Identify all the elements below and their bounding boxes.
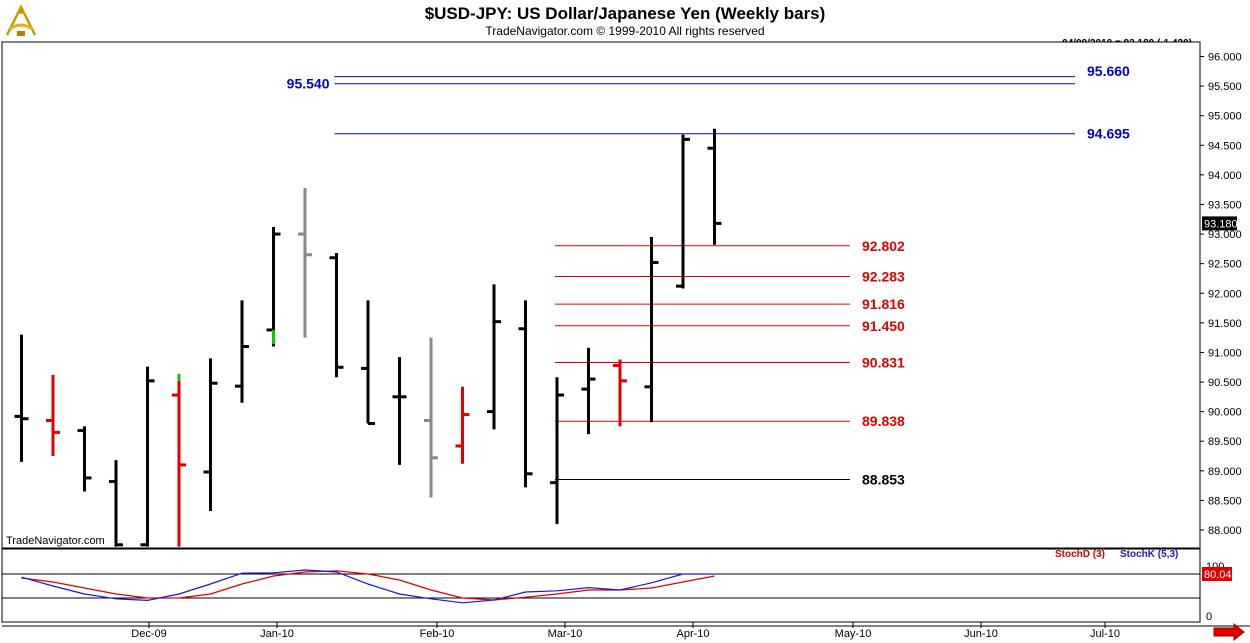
level-label: 95.660 [1087, 63, 1130, 79]
last-price-label: 93.180 [1204, 218, 1238, 230]
time-axis-label: Feb-10 [420, 628, 455, 640]
sextant-logo-icon [4, 4, 38, 38]
level-label: 90.831 [862, 354, 905, 370]
stochk-label: StochK (5,3) [1120, 549, 1179, 560]
level-label: 91.816 [862, 296, 905, 312]
price-axis-label: 95.000 [1208, 111, 1242, 123]
price-axis-label: 94.000 [1208, 170, 1242, 182]
time-axis-label: Jul-10 [1090, 628, 1120, 640]
price-axis-label: 93.000 [1208, 229, 1242, 241]
stoch-last-box [1202, 566, 1232, 581]
last-price-box [1202, 216, 1237, 231]
price-axis-label: 96.000 [1208, 52, 1242, 64]
stochd-label: StochD (3) [1055, 549, 1105, 560]
stoch-last-label: 80.04 [1204, 569, 1232, 581]
time-axis-label: Apr-10 [676, 628, 709, 640]
level-label: 95.540 [287, 76, 330, 92]
price-axis-label: 95.500 [1208, 81, 1242, 93]
level-label: 92.802 [862, 238, 905, 254]
price-axis-label: 91.000 [1208, 347, 1242, 359]
level-label: 88.853 [862, 472, 905, 488]
stoch-axis-label: 0 [1206, 611, 1212, 623]
price-axis-label: 92.000 [1208, 288, 1242, 300]
price-axis-label: 92.500 [1208, 259, 1242, 271]
time-axis-label: Jun-10 [964, 628, 998, 640]
time-axis-label: Dec-09 [131, 628, 166, 640]
level-label: 91.450 [862, 318, 905, 334]
price-axis-label: 90.000 [1208, 407, 1242, 419]
price-axis-label: 88.500 [1208, 495, 1242, 507]
price-axis-label: 91.500 [1208, 318, 1242, 330]
price-axis-label: 90.500 [1208, 377, 1242, 389]
watermark: TradeNavigator.com [6, 535, 105, 547]
price-axis-label: 89.500 [1208, 436, 1242, 448]
price-axis-label: 89.000 [1208, 466, 1242, 478]
price-axis-label: 88.000 [1208, 525, 1242, 537]
price-axis-label: 94.500 [1208, 140, 1242, 152]
chart-subtitle: TradeNavigator.com © 1999-2010 All right… [485, 24, 765, 38]
stochd-line [21, 570, 715, 601]
chart-title: $USD-JPY: US Dollar/Japanese Yen (Weekly… [424, 4, 826, 23]
price-bars-group [14, 128, 722, 547]
stochastic-panel-frame [1, 548, 1201, 623]
level-label: 92.283 [862, 268, 905, 284]
stochk-line [21, 569, 715, 604]
price-axis-label: 93.500 [1208, 199, 1242, 211]
price-panel-frame [1, 41, 1201, 549]
scroll-right-arrow-icon[interactable] [1213, 622, 1245, 642]
time-axis-label: Jan-10 [260, 628, 294, 640]
time-axis-label: Mar-10 [548, 628, 583, 640]
time-axis-label: May-10 [835, 628, 872, 640]
level-label: 94.695 [1087, 126, 1130, 142]
level-label: 89.838 [862, 413, 905, 429]
